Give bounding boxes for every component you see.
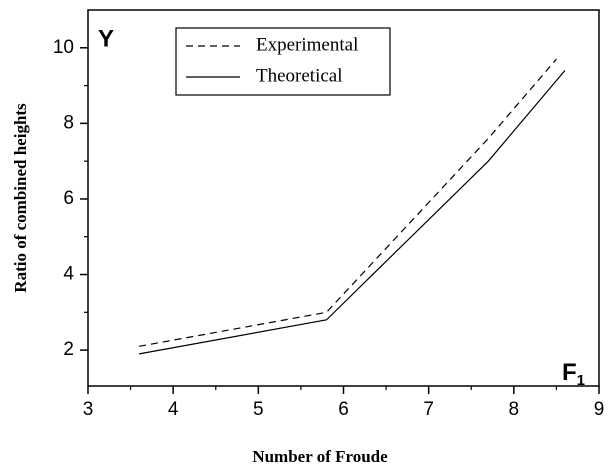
x-axis-label: Number of Froude (252, 447, 388, 466)
x-tick-label: 3 (83, 399, 94, 420)
x-tick-label: 5 (253, 399, 264, 420)
y-tick-label: 6 (63, 188, 74, 209)
y-tick-label: 4 (63, 264, 74, 285)
series-line (138, 70, 566, 355)
x-tick-label: 7 (423, 399, 434, 420)
x-tick-label: 4 (168, 399, 179, 420)
x-symbol-main: F (562, 359, 577, 386)
x-symbol: F1 (562, 359, 585, 389)
x-tick-label: 8 (509, 399, 520, 420)
y-axis-label: Ratio of combined heights (11, 103, 30, 293)
legend-label: Theoretical (256, 65, 343, 86)
x-tick-label: 6 (338, 399, 349, 420)
y-tick-label: 2 (63, 339, 74, 360)
y-tick-label: 8 (63, 112, 74, 133)
y-symbol: Y (98, 25, 114, 52)
x-tick-label: 9 (594, 399, 605, 420)
legend-label: Experimental (256, 34, 358, 55)
x-symbol-subscript: 1 (577, 372, 585, 389)
legend-box (175, 27, 391, 96)
series-line (138, 58, 557, 347)
y-tick-label: 10 (53, 37, 74, 58)
